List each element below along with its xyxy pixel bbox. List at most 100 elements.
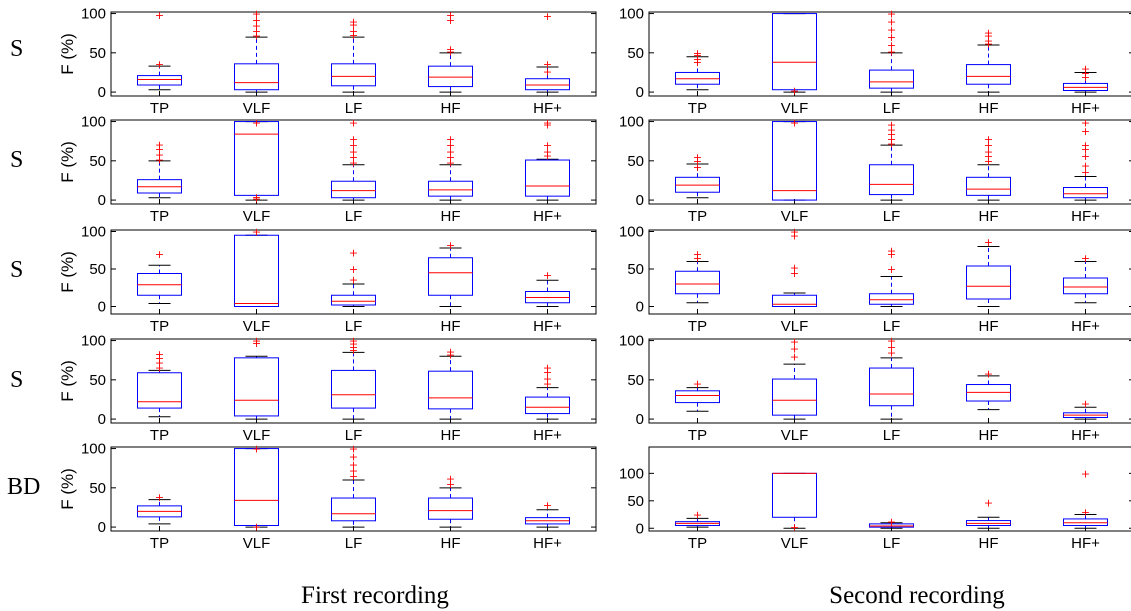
outlier-marker: + bbox=[790, 267, 799, 280]
y-tick-label: 100 bbox=[81, 6, 106, 23]
outlier-marker: + bbox=[155, 153, 164, 166]
box-iqr bbox=[869, 367, 914, 407]
category-label: TP bbox=[150, 208, 169, 225]
y-tick-label: 0 bbox=[98, 84, 106, 101]
y-tick-label: 100 bbox=[619, 333, 644, 350]
category-label: TP bbox=[150, 535, 169, 552]
outlier-marker: + bbox=[252, 193, 261, 206]
outlier-marker: + bbox=[446, 472, 455, 485]
outlier-marker: + bbox=[790, 226, 799, 239]
outlier-marker: + bbox=[252, 335, 261, 348]
outlier-marker: + bbox=[984, 155, 993, 168]
box-lf: +++++ bbox=[331, 443, 376, 528]
outlier-marker: + bbox=[252, 8, 261, 21]
category-label: VLF bbox=[781, 100, 809, 117]
outlier-marker: + bbox=[252, 337, 261, 350]
outlier-marker: + bbox=[1081, 467, 1090, 480]
outlier-marker: + bbox=[446, 133, 455, 146]
category-label: HF bbox=[979, 535, 999, 552]
category-label: TP bbox=[688, 318, 707, 335]
outlier-marker: + bbox=[790, 335, 799, 348]
box-hf-plus: + bbox=[1063, 252, 1108, 304]
outlier-marker: + bbox=[446, 151, 455, 164]
box-iqr bbox=[428, 180, 473, 197]
outlier-marker: + bbox=[446, 9, 455, 22]
category-label: LF bbox=[345, 208, 363, 225]
outlier-marker: + bbox=[984, 236, 993, 249]
box-iqr bbox=[331, 369, 376, 409]
outlier-marker: + bbox=[543, 139, 552, 152]
outlier-marker: + bbox=[349, 247, 358, 260]
outlier-marker: + bbox=[790, 350, 799, 363]
box-iqr bbox=[869, 523, 914, 528]
category-label: TP bbox=[150, 427, 169, 444]
outlier-marker: + bbox=[446, 139, 455, 152]
outlier-marker: + bbox=[984, 30, 993, 43]
outlier-marker: + bbox=[349, 156, 358, 169]
box-iqr bbox=[772, 472, 817, 518]
category-label: LF bbox=[883, 208, 901, 225]
outlier-marker: + bbox=[155, 491, 164, 504]
box-hf-plus: +++ bbox=[1063, 63, 1108, 93]
y-tick-label: 0 bbox=[636, 299, 644, 316]
box-hf: + bbox=[966, 496, 1011, 529]
category-label: HF+ bbox=[1071, 208, 1100, 225]
box-iqr bbox=[234, 357, 279, 417]
box-hf: ++++ bbox=[966, 26, 1011, 93]
category-label: HF+ bbox=[533, 100, 562, 117]
box-tp: + bbox=[675, 378, 720, 412]
y-tick-label: 100 bbox=[619, 224, 644, 241]
box-lf: +++ bbox=[869, 244, 914, 307]
outlier-marker: + bbox=[790, 521, 799, 534]
box-tp: + bbox=[137, 248, 182, 304]
outlier-marker: + bbox=[252, 116, 261, 129]
box-iqr bbox=[428, 370, 473, 410]
outlier-marker: + bbox=[790, 85, 799, 98]
box-iqr bbox=[869, 69, 914, 89]
box-lf: ++++ bbox=[331, 335, 376, 420]
outlier-marker: + bbox=[887, 346, 896, 359]
outlier-marker: + bbox=[349, 139, 358, 152]
outlier-marker: + bbox=[543, 378, 552, 391]
outlier-marker: + bbox=[984, 37, 993, 50]
box-tp: ++++ bbox=[137, 348, 182, 418]
box-vlf: ++ bbox=[234, 335, 279, 420]
column-title-first: First recording bbox=[301, 582, 449, 609]
outlier-marker: + bbox=[887, 15, 896, 28]
box-iqr bbox=[331, 180, 376, 199]
box-iqr bbox=[675, 270, 720, 295]
outlier-marker: + bbox=[543, 269, 552, 282]
y-tick-label: 50 bbox=[89, 153, 106, 170]
outlier-marker: + bbox=[155, 348, 164, 361]
category-label: HF bbox=[441, 100, 461, 117]
box-tp: ++ bbox=[675, 248, 720, 304]
box-iqr bbox=[675, 390, 720, 404]
outlier-marker: + bbox=[349, 341, 358, 354]
y-tick-label: 50 bbox=[627, 493, 644, 510]
category-label: HF+ bbox=[533, 208, 562, 225]
y-axis-label: F (%) bbox=[58, 251, 77, 293]
outlier-marker: + bbox=[349, 19, 358, 32]
category-label: LF bbox=[883, 318, 901, 335]
box-hf-plus: +++ bbox=[525, 10, 570, 93]
category-label: TP bbox=[688, 427, 707, 444]
outlier-marker: + bbox=[446, 14, 455, 27]
outlier-marker: + bbox=[349, 25, 358, 38]
box-hf-plus: ++++ bbox=[525, 361, 570, 420]
outlier-marker: + bbox=[349, 338, 358, 351]
box-iqr bbox=[331, 294, 376, 306]
category-label: HF bbox=[441, 208, 461, 225]
y-axis-label: F (%) bbox=[58, 141, 77, 183]
outlier-marker: + bbox=[984, 150, 993, 163]
category-label: HF bbox=[979, 208, 999, 225]
box-iqr bbox=[525, 396, 570, 415]
column-title-second: Second recording bbox=[829, 582, 1005, 609]
y-tick-label: 100 bbox=[81, 224, 106, 241]
box-vlf: +++ bbox=[234, 116, 279, 206]
outlier-marker: + bbox=[349, 145, 358, 158]
y-tick-label: 100 bbox=[81, 441, 106, 458]
